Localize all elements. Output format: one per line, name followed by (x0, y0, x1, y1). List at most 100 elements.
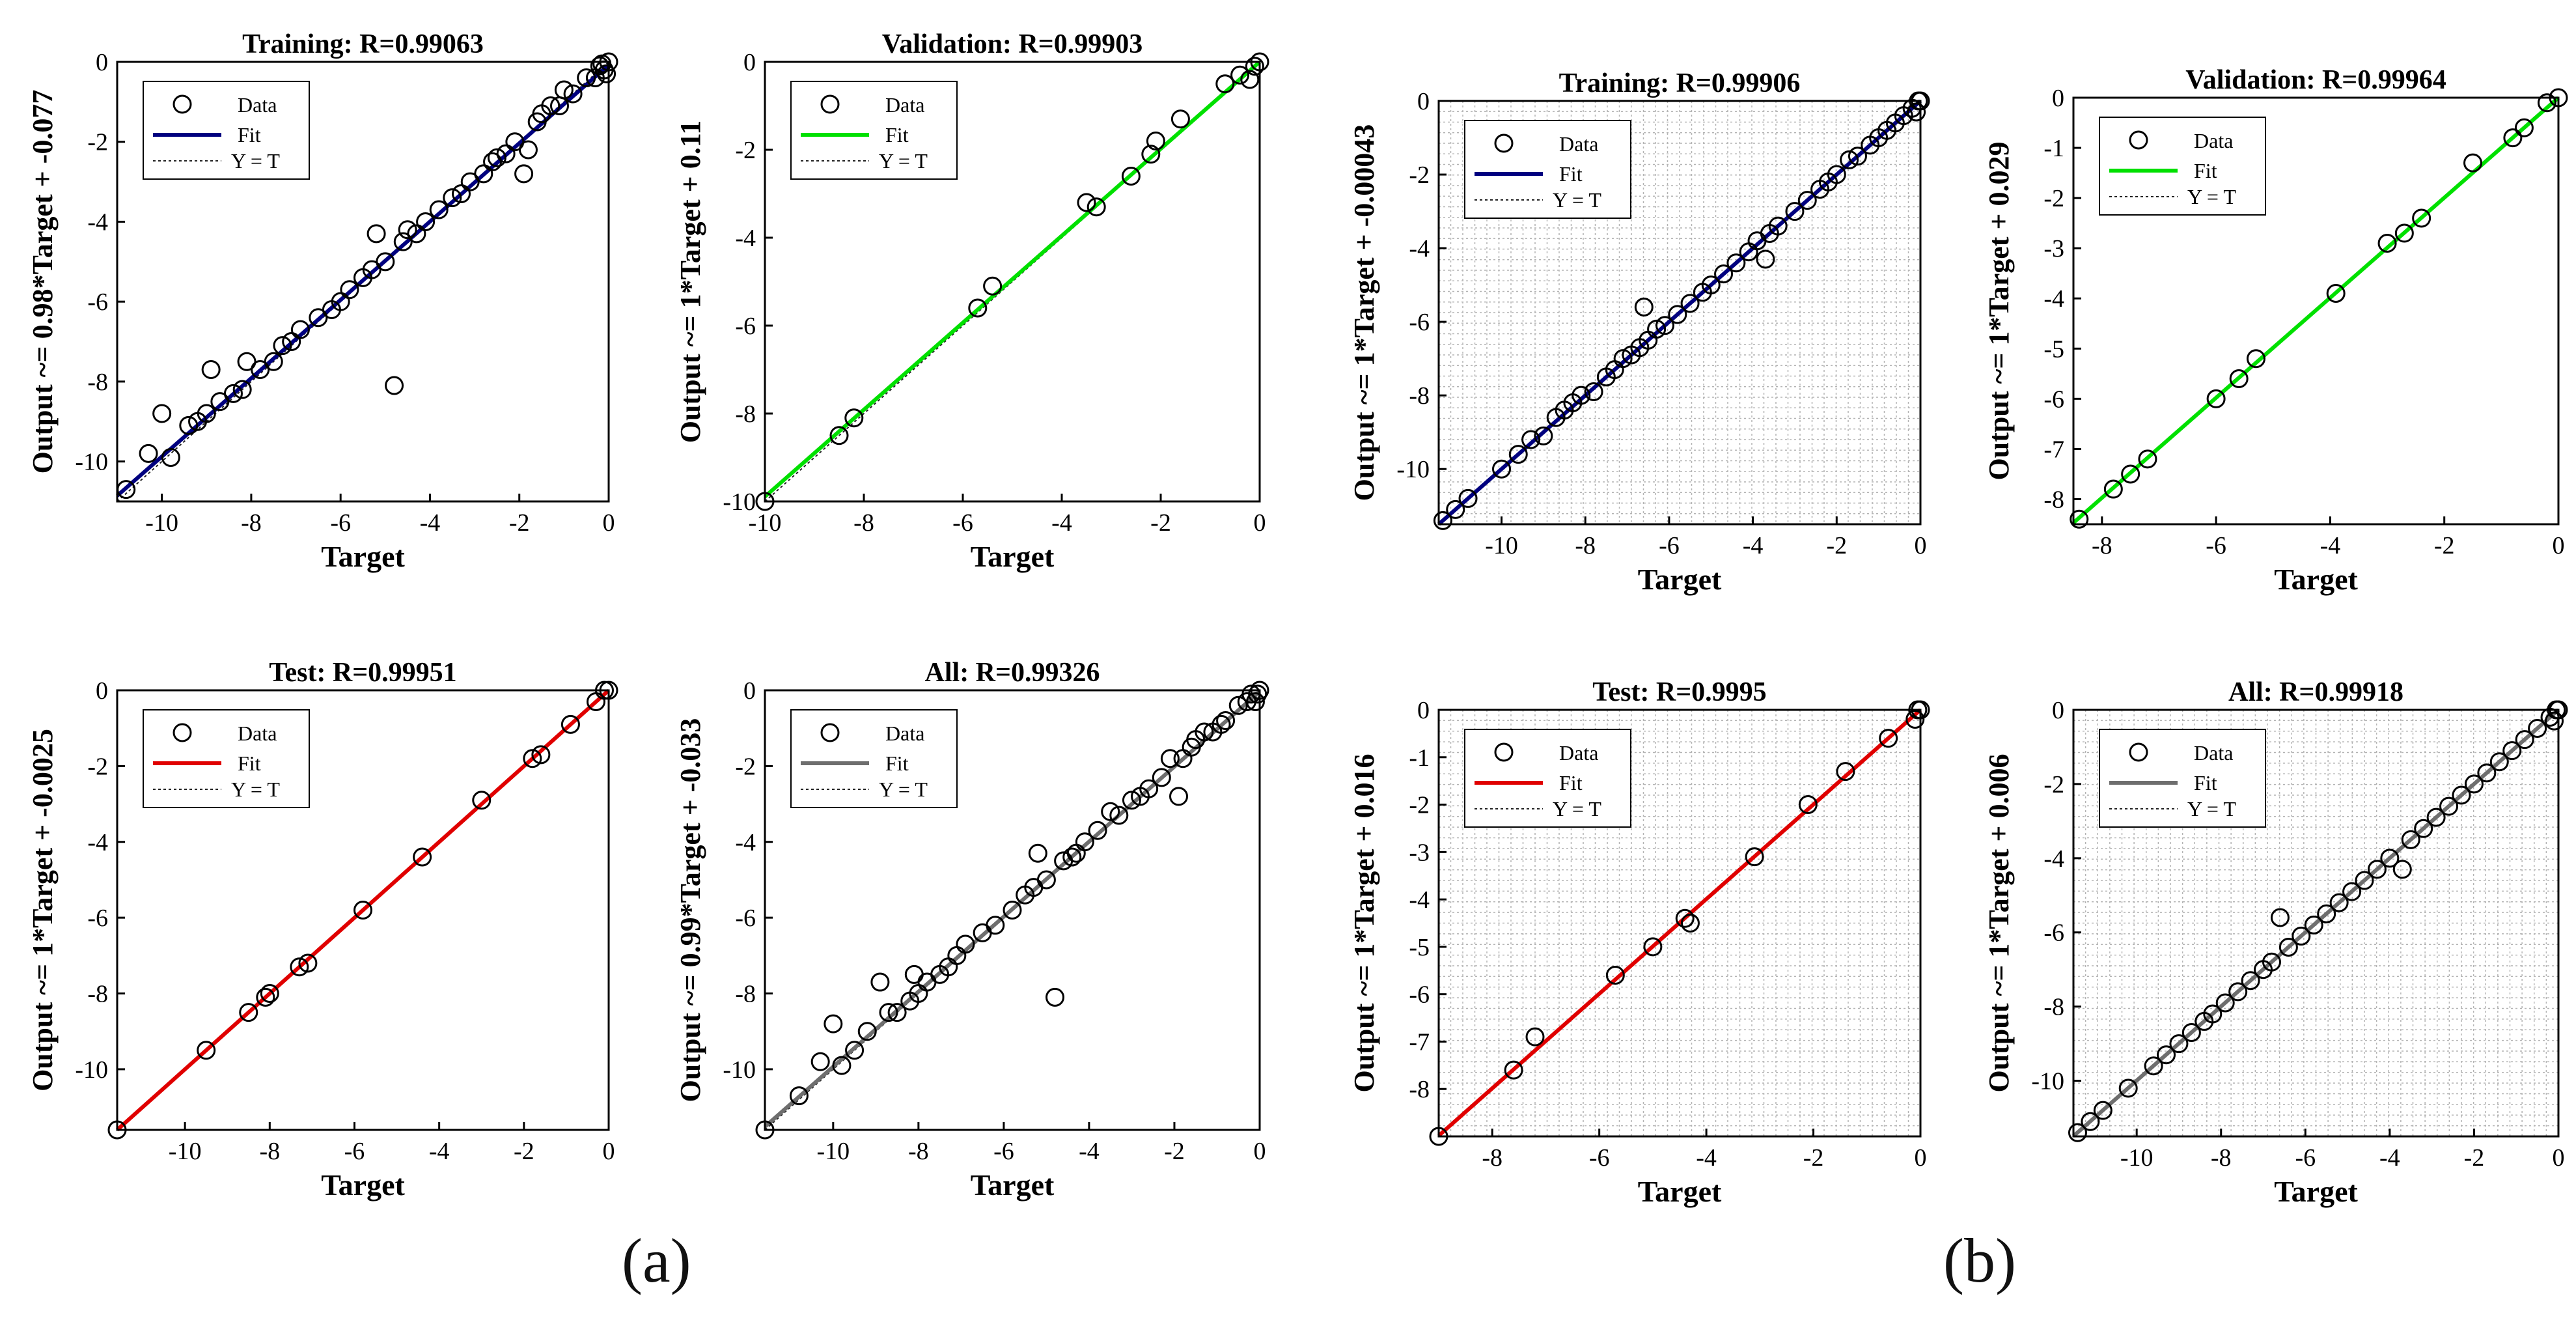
legend-box (2099, 729, 2266, 828)
legend-box (790, 81, 958, 180)
data-point (1647, 319, 1667, 339)
panel-label-a: (a) (622, 1226, 691, 1295)
data-point (1216, 711, 1236, 731)
axes-frame (2072, 709, 2560, 1138)
y-tick-label: -8 (2043, 994, 2064, 1021)
x-tick-label: -4 (1079, 1138, 1100, 1165)
x-tick-label: 0 (603, 509, 615, 537)
data-point (1075, 832, 1094, 852)
x-tick-label: 0 (1915, 532, 1927, 559)
data-point (514, 164, 534, 184)
x-tick-label: -6 (1659, 532, 1680, 559)
y-tick-label: -6 (735, 313, 756, 340)
legend-data-marker (820, 94, 840, 114)
y-tick-label: -4 (2043, 845, 2064, 873)
x-tick-label: -4 (1743, 532, 1764, 559)
axes-frame (116, 61, 610, 503)
data-point (1905, 710, 1925, 729)
x-tick-label: -2 (1826, 532, 1847, 559)
data-point (879, 1003, 898, 1022)
x-axis-label: Target (2274, 1175, 2358, 1208)
y-tick-label: 0 (743, 49, 756, 76)
legend-yt-label: Y = T (2187, 185, 2236, 208)
data-point (2392, 860, 2412, 879)
fit-line (2072, 96, 2560, 525)
y-tick-label: -2 (2043, 185, 2064, 212)
data-point (518, 140, 538, 160)
data-point (2229, 369, 2249, 389)
x-tick-label: -2 (509, 509, 530, 537)
data-point (1726, 253, 1746, 273)
data-point (2377, 233, 2397, 253)
data-point (398, 220, 417, 240)
data-point (161, 448, 180, 467)
x-tick-label: -2 (514, 1138, 534, 1165)
data-point (829, 426, 849, 445)
data-point (290, 320, 310, 339)
x-tick-label: -6 (952, 509, 973, 537)
data-point (472, 791, 492, 810)
data-point (2545, 711, 2564, 731)
grid (1439, 710, 1920, 1136)
y-tick-label: -3 (2043, 235, 2064, 262)
data-point (523, 749, 542, 768)
data-point (1848, 147, 1867, 166)
chart-title: Training: R=0.99906 (1559, 68, 1801, 98)
data-point (1668, 305, 1687, 324)
y-axis-label: Output ~= 1*Target + -0.00043 (1348, 124, 1380, 501)
data-point (2464, 774, 2484, 794)
legend-fit-label: Fit (885, 123, 909, 147)
data-point (2515, 730, 2534, 750)
data-point (1169, 787, 1189, 806)
data-point (577, 68, 596, 88)
data-point (1152, 768, 1171, 787)
y-tick-label: -4 (735, 829, 756, 856)
data-point (1240, 70, 1260, 89)
data-point (367, 224, 386, 244)
data-point (1504, 1060, 1523, 1080)
y-tick-label: -4 (87, 829, 108, 856)
y-tick-label: 0 (2052, 85, 2064, 112)
chart-title: Validation: R=0.99903 (882, 29, 1143, 59)
data-point (443, 188, 462, 208)
x-axis-label: Target (1638, 563, 1722, 596)
y-tick-label: -7 (1409, 1028, 1430, 1056)
x-tick-label: 0 (1254, 509, 1266, 537)
data-point (1446, 499, 1465, 519)
data-point (1634, 298, 1654, 317)
y-tick-label: -10 (75, 1056, 108, 1084)
legend-fit-label: Fit (1559, 162, 1583, 186)
data-point (2121, 464, 2140, 484)
legend-data-marker (1494, 134, 1514, 153)
data-point (1655, 316, 1674, 335)
data-point (2103, 479, 2123, 499)
legend-data-marker (2129, 130, 2148, 150)
data-point (2118, 1078, 2138, 1098)
data-points (2070, 88, 2568, 529)
data-point (1714, 264, 1734, 284)
legend-data-label: Data (1559, 741, 1598, 765)
y-tick-label: -5 (2043, 335, 2064, 363)
legend-fit-label: Fit (1559, 771, 1583, 795)
legend-yt-label: Y = T (231, 149, 280, 173)
data-point (2157, 1045, 2176, 1065)
chart-2: -10 -8 -6 -4 -2 0 0 -2 -4 -6 -8 -10 Validation: R=0.… (674, 29, 1269, 573)
data-point (1215, 74, 1235, 94)
data-point (1139, 779, 1159, 798)
data-point (2292, 926, 2311, 946)
legend-fit-label: Fit (238, 752, 261, 775)
x-axis-label: Target (321, 540, 405, 573)
data-point (1879, 729, 1898, 748)
y-tick-label: -10 (1396, 456, 1430, 483)
data-point (2270, 908, 2290, 927)
data-point (340, 280, 359, 300)
data-point (1248, 684, 1267, 704)
y-tick-label: -10 (75, 449, 108, 476)
data-point (592, 54, 612, 74)
data-point (223, 384, 243, 403)
